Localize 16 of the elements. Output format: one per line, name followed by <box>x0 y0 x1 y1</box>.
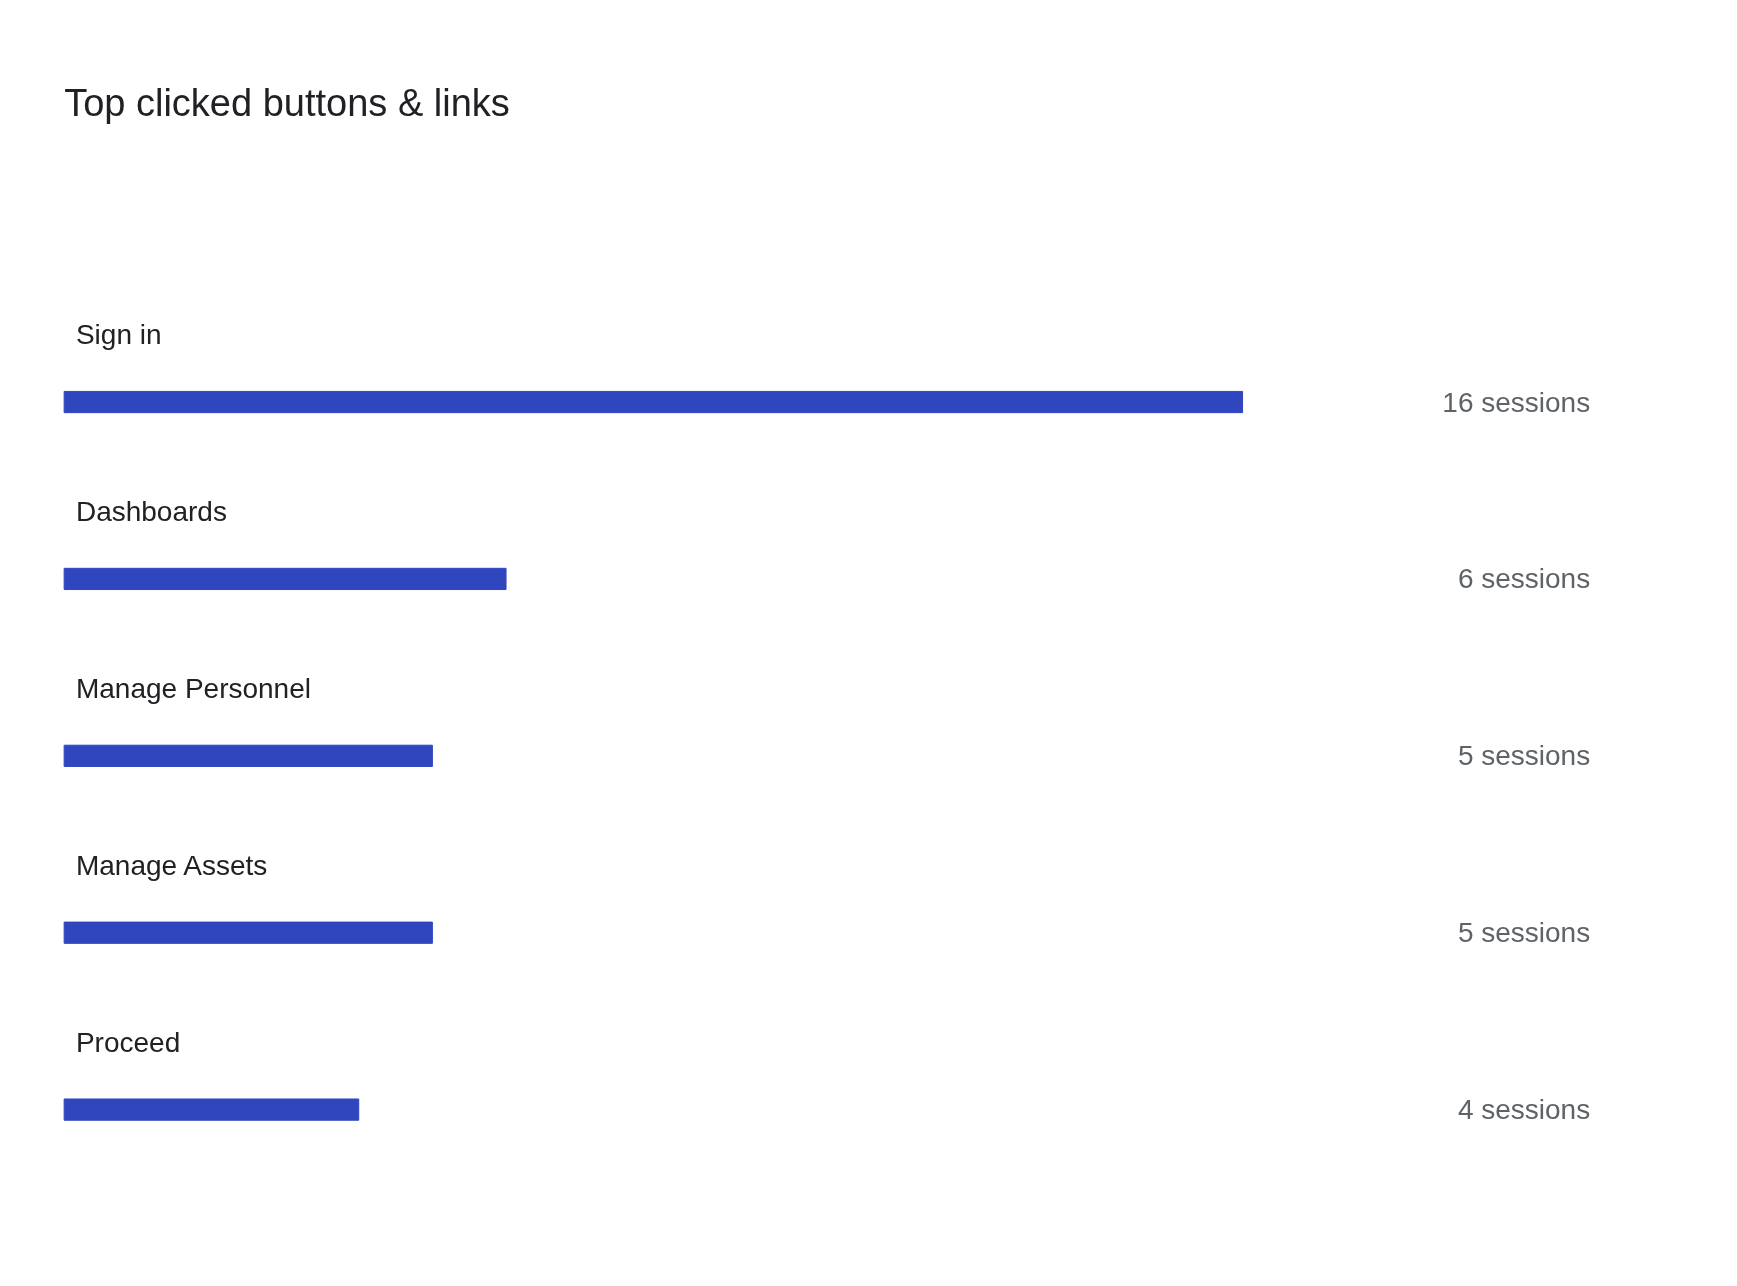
data-label: 6 sessions <box>1457 563 1591 595</box>
y-tick-label: Dashboards <box>75 496 227 528</box>
chart-title: Top clicked buttons & links <box>64 82 510 125</box>
data-label: 4 sessions <box>1457 1094 1591 1126</box>
bar <box>63 921 433 944</box>
y-tick-label: Manage Personnel <box>75 673 311 705</box>
data-label: 5 sessions <box>1457 917 1591 949</box>
bar <box>63 390 1244 414</box>
data-label: 16 sessions <box>1442 386 1591 418</box>
y-tick-label: Proceed <box>75 1026 181 1058</box>
y-tick-label: Manage Assets <box>75 850 268 881</box>
bar <box>63 567 507 591</box>
data-label: 5 sessions <box>1457 740 1591 772</box>
y-tick-label: Sign in <box>75 319 162 351</box>
bar <box>63 1098 360 1121</box>
bar <box>63 744 433 767</box>
